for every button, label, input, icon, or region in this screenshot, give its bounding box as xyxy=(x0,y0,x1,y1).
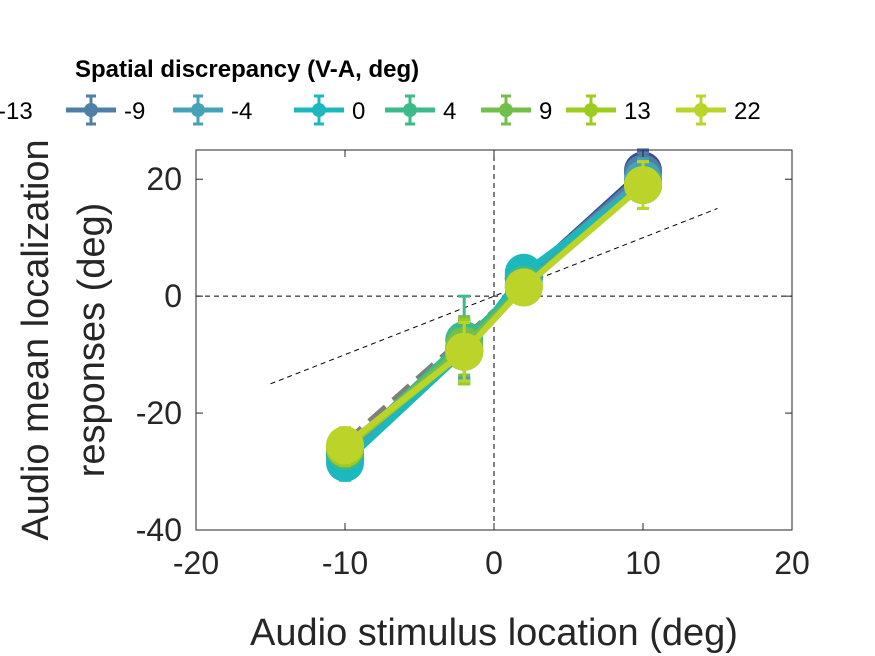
x-tick-label: 20 xyxy=(774,545,810,581)
reference-line-reference xyxy=(270,207,718,385)
legend-item--4: -4 xyxy=(173,94,252,126)
data-point xyxy=(445,332,484,371)
legend-item--9: -9 xyxy=(66,94,145,126)
legend-label: 13 xyxy=(624,98,651,125)
y-tick-label: -20 xyxy=(136,395,182,431)
legend: Spatial discrepancy (V-A, deg) -13 -9 -4 0 4… xyxy=(0,56,761,126)
legend-swatch-marker xyxy=(191,103,205,117)
series-line xyxy=(343,182,645,448)
legend-item-9: 9 xyxy=(481,94,552,126)
y-tick-label: 0 xyxy=(164,278,182,314)
legend-swatch-marker xyxy=(499,103,513,117)
legend-label: 9 xyxy=(539,98,552,125)
y-tick-label: 20 xyxy=(146,161,182,197)
legend-item-13: 13 xyxy=(566,94,651,126)
x-axis-label: Audio stimulus location (deg) xyxy=(250,612,738,654)
legend-label: -13 xyxy=(0,98,33,125)
x-tick-label: 0 xyxy=(485,545,503,581)
legend-item-4: 4 xyxy=(385,94,456,126)
x-axis-ticks: -20 -10 0 10 20 xyxy=(173,150,810,581)
legend-swatch-marker xyxy=(84,103,98,117)
data-point xyxy=(504,268,543,307)
y-tick-label: -40 xyxy=(136,512,182,548)
legend-swatch-marker xyxy=(694,103,708,117)
legend-label: -9 xyxy=(124,98,145,125)
data-point xyxy=(624,166,662,205)
x-tick-label: -20 xyxy=(173,545,219,581)
y-axis-label: Audio mean localization responses (deg) xyxy=(15,139,113,540)
legend-item-22: 22 xyxy=(676,94,761,126)
legend-label: 0 xyxy=(352,98,365,125)
legend-items: -13 -9 -4 0 4 9 13 22 xyxy=(0,94,761,126)
legend-item-0: 0 xyxy=(294,94,365,126)
legend-swatch-marker xyxy=(403,103,417,117)
y-axis-label-line-2: responses (deg) xyxy=(71,203,113,478)
legend-swatch-marker xyxy=(312,103,326,117)
data-point xyxy=(326,426,364,465)
y-axis-label-line-1: Audio mean localization xyxy=(15,139,57,540)
series-22 xyxy=(326,160,662,465)
x-tick-label: -10 xyxy=(322,545,368,581)
legend-label: -4 xyxy=(231,98,252,125)
legend-title: Spatial discrepancy (V-A, deg) xyxy=(75,56,419,83)
x-tick-label: 10 xyxy=(625,545,661,581)
legend-label: 4 xyxy=(443,98,456,125)
legend-item--13: -13 xyxy=(0,98,33,125)
series-layer xyxy=(326,148,662,482)
legend-label: 22 xyxy=(734,98,761,125)
y-axis-ticks: -40 -20 0 20 xyxy=(136,161,792,548)
plot-area xyxy=(195,148,793,531)
legend-swatch-marker xyxy=(584,103,598,117)
